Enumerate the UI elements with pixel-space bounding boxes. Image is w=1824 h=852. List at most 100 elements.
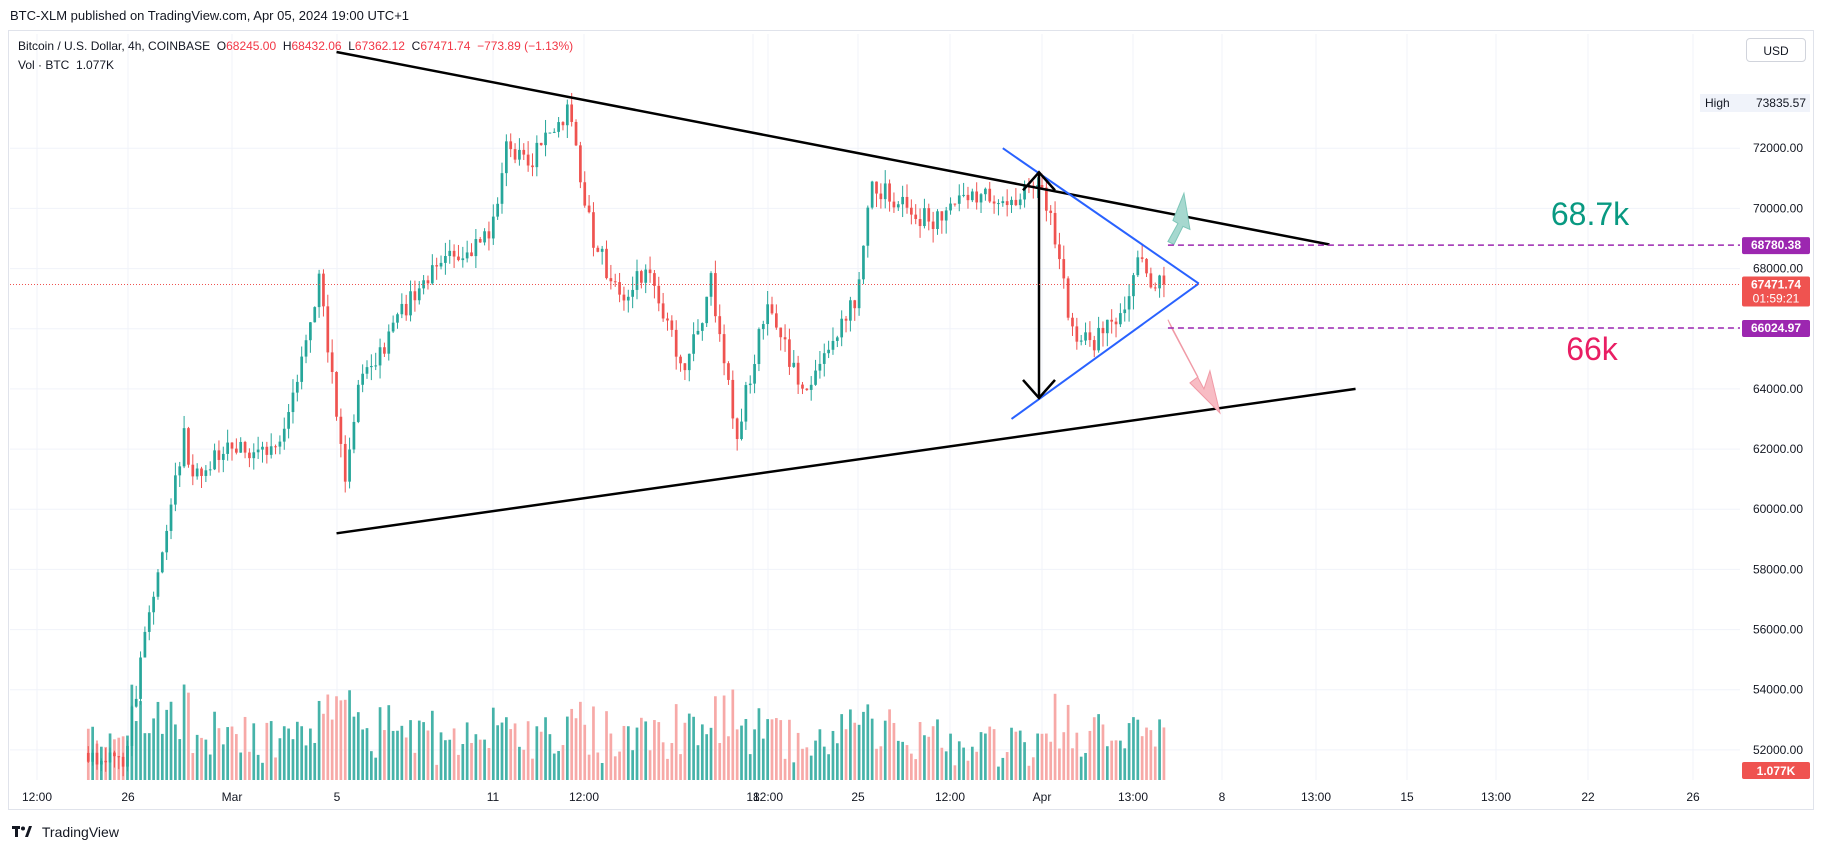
candle-body — [805, 388, 809, 390]
volume-legend[interactable]: Vol · BTC 1.077K — [18, 58, 114, 72]
time-tick-label: 22 — [1581, 790, 1595, 804]
candle-body — [409, 291, 412, 316]
volume-bar — [565, 716, 569, 780]
volume-bar — [348, 690, 351, 780]
candle-body — [287, 412, 290, 429]
candle-body — [448, 250, 452, 257]
volume-bar — [235, 734, 238, 780]
price-tick-label: 68000.00 — [1753, 262, 1803, 276]
level-price-label: 68780.38 — [1751, 238, 1801, 252]
volume-bar — [901, 741, 904, 780]
volume-bar — [274, 757, 277, 780]
candle-body — [248, 452, 251, 459]
candle-body — [905, 196, 909, 208]
symbol-legend[interactable]: Bitcoin / U.S. Dollar, 4h, COINBASE O682… — [18, 39, 573, 53]
candle-body — [352, 421, 356, 450]
volume-bar — [740, 725, 743, 780]
volume-bar — [156, 701, 160, 780]
volume-bar — [1053, 693, 1057, 780]
time-tick-label: 5 — [334, 790, 341, 804]
candle-body — [613, 281, 617, 283]
volume-bar — [814, 740, 817, 780]
volume-bar — [335, 696, 338, 780]
candle-body — [208, 469, 212, 471]
candle-body — [200, 468, 203, 476]
volume-bar — [470, 742, 473, 780]
time-tick-label: 11 — [487, 790, 500, 804]
breakdown-down-arrow — [1167, 319, 1221, 415]
candle-body — [309, 322, 312, 341]
candle-body — [565, 104, 569, 126]
candle-body — [875, 181, 878, 194]
candle-body — [840, 318, 844, 338]
candle-body — [130, 706, 134, 746]
candle-body — [1092, 340, 1096, 351]
candles — [86, 92, 1166, 777]
volume-tag-label: 1.077K — [1757, 764, 1796, 778]
trendline-upper — [336, 50, 1330, 246]
volume-bar — [779, 720, 783, 780]
volume-bar — [426, 730, 430, 780]
candle-body — [330, 352, 334, 372]
volume-bar — [1088, 730, 1092, 780]
candle-body — [1136, 257, 1140, 276]
volume-bar — [857, 724, 861, 780]
volume-bar — [605, 711, 608, 780]
candle-body — [561, 122, 565, 126]
volume-bar — [139, 701, 142, 780]
volume-bar — [287, 728, 290, 780]
volume-bar — [143, 733, 147, 780]
volume-bar — [827, 754, 830, 780]
currency-button[interactable]: USD — [1746, 38, 1806, 62]
volume-bar — [910, 753, 913, 780]
candle-body — [478, 239, 482, 243]
volume-bar — [709, 727, 713, 780]
candle-body — [809, 384, 813, 390]
volume-bar — [766, 719, 769, 780]
candle-body — [374, 365, 378, 367]
tradingview-brand[interactable]: TradingView — [12, 824, 119, 840]
volume-bar — [204, 739, 208, 780]
candle-body — [317, 273, 321, 308]
candle-body — [1053, 212, 1057, 245]
volume-bar — [1123, 748, 1127, 780]
candle-body — [844, 318, 848, 321]
candle-body — [226, 442, 229, 454]
candle-body — [487, 231, 491, 239]
candle-body — [513, 149, 517, 160]
candle-body — [256, 449, 260, 453]
open-value: 68245.00 — [226, 39, 277, 53]
volume-bar — [783, 758, 787, 780]
candle-body — [731, 379, 735, 419]
price-tick-label: 54000.00 — [1753, 683, 1803, 697]
volume-bar — [230, 726, 234, 780]
candle-body — [879, 193, 883, 200]
candle-body — [404, 303, 408, 316]
price-tick-label: 60000.00 — [1753, 502, 1803, 516]
volume-bar — [187, 692, 190, 780]
level-annotation: 66k — [1566, 331, 1619, 367]
time-tick-label: 26 — [121, 790, 135, 804]
candle-body — [766, 304, 769, 325]
volume-bar — [435, 764, 439, 780]
candle-body — [918, 219, 922, 227]
volume-bar — [535, 726, 539, 780]
candle-body — [174, 475, 177, 505]
candle-body — [182, 428, 186, 467]
volume-bar — [1018, 730, 1022, 780]
volume-bar — [988, 726, 992, 780]
volume-bar — [792, 762, 796, 780]
candle-body — [670, 320, 674, 330]
candle-body — [239, 441, 243, 453]
volume-bar — [705, 734, 709, 780]
candle-body — [1114, 321, 1118, 325]
candle-body — [714, 273, 717, 317]
candle-body — [191, 464, 195, 477]
volume-bar — [313, 742, 317, 780]
volume-bar — [513, 723, 517, 780]
volume-bar — [1153, 746, 1157, 780]
candle-body — [1153, 287, 1157, 289]
candle-body — [626, 296, 630, 301]
candle-body — [923, 208, 926, 227]
